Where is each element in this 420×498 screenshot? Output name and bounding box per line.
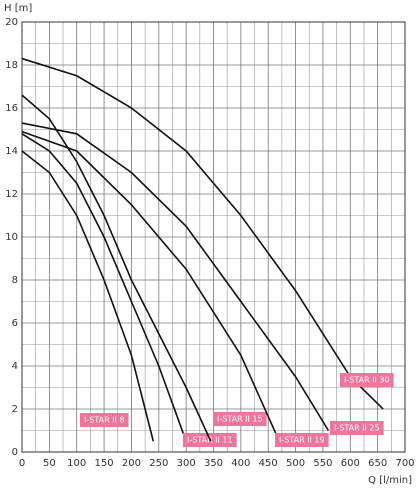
x-tick-label: 350 bbox=[204, 458, 223, 469]
curve bbox=[21, 57, 384, 410]
x-tick-label: 700 bbox=[395, 458, 414, 469]
x-tick-label: 150 bbox=[95, 458, 114, 469]
curve-label-box bbox=[213, 412, 267, 426]
y-tick-label: 12 bbox=[5, 189, 18, 200]
curve-label-box bbox=[340, 373, 394, 387]
x-axis-label: Q [l/min] bbox=[368, 475, 412, 486]
curve-label-box bbox=[80, 413, 129, 427]
plot-frame bbox=[21, 21, 406, 453]
curve bbox=[21, 150, 155, 442]
y-tick-label: 14 bbox=[5, 146, 18, 157]
y-axis-label: H [m] bbox=[4, 3, 32, 14]
curve-label: I-STAR II 25 bbox=[330, 421, 384, 435]
x-tick-label: 50 bbox=[43, 458, 56, 469]
y-tick-label: 8 bbox=[12, 275, 18, 286]
x-tick-label: 200 bbox=[122, 458, 141, 469]
curve-label-box bbox=[330, 421, 384, 435]
curve-label-text: I-STAR II 25 bbox=[334, 424, 380, 433]
curve-label: I-STAR II 15 bbox=[213, 412, 267, 426]
curve bbox=[21, 94, 212, 442]
curve bbox=[21, 130, 278, 436]
y-tick-label: 10 bbox=[5, 232, 18, 243]
x-tick-label: 600 bbox=[341, 458, 360, 469]
curve bbox=[21, 133, 187, 442]
y-tick-label: 18 bbox=[5, 60, 18, 71]
x-tick-label: 100 bbox=[67, 458, 86, 469]
curve-label-text: I-STAR II 8 bbox=[84, 416, 125, 425]
x-tick-label: 500 bbox=[286, 458, 305, 469]
y-tick-label: 20 bbox=[5, 17, 18, 28]
y-tick-label: 4 bbox=[12, 361, 18, 372]
curve-label-text: I-STAR II 19 bbox=[279, 436, 325, 445]
curve-label-box bbox=[275, 433, 329, 447]
x-tick-label: 400 bbox=[231, 458, 250, 469]
x-tick-label: 650 bbox=[368, 458, 387, 469]
x-tick-label: 250 bbox=[149, 458, 168, 469]
y-tick-label: 2 bbox=[12, 404, 18, 415]
x-tick-label: 0 bbox=[19, 458, 25, 469]
curve-label-text: I-STAR II 30 bbox=[344, 376, 390, 385]
y-tick-label: 0 bbox=[12, 447, 18, 458]
curve-label: I-STAR II 30 bbox=[340, 373, 394, 387]
x-tick-label: 450 bbox=[259, 458, 278, 469]
x-tick-label: 550 bbox=[313, 458, 332, 469]
curve-label: I-STAR II 8 bbox=[80, 413, 129, 427]
curve-label: I-STAR II 19 bbox=[275, 433, 329, 447]
curve-label-text: I-STAR II 15 bbox=[217, 415, 263, 424]
y-tick-label: 6 bbox=[12, 318, 18, 329]
y-tick-label: 16 bbox=[5, 103, 18, 114]
curve bbox=[21, 122, 330, 431]
x-tick-label: 300 bbox=[177, 458, 196, 469]
